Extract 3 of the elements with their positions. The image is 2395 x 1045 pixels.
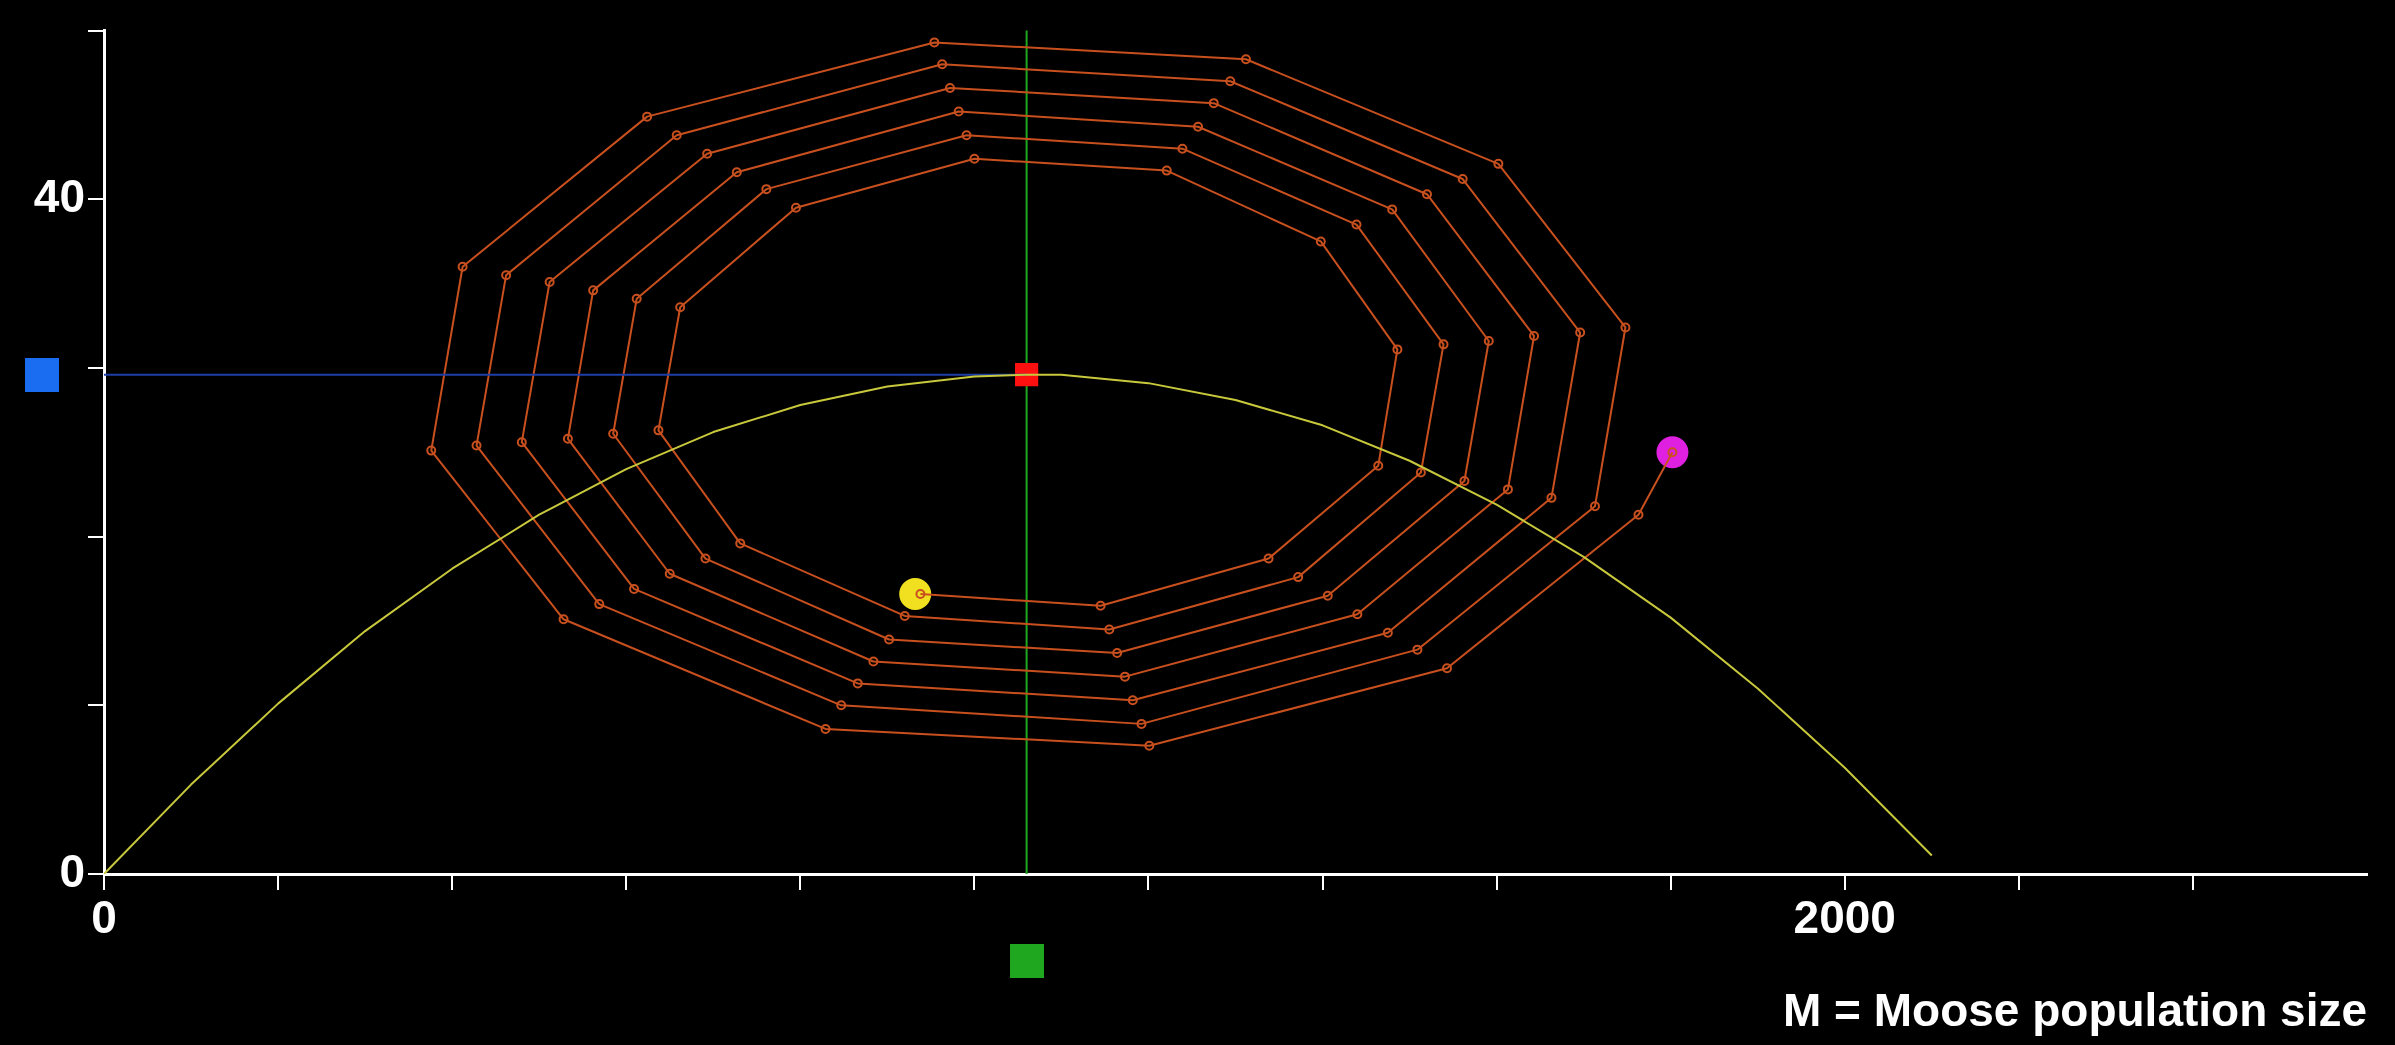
y-tick-label: 40: [33, 169, 85, 222]
x-axis-title: M = Moose population size: [1783, 984, 2367, 1037]
x-tick-label: 2000: [1793, 891, 1896, 944]
